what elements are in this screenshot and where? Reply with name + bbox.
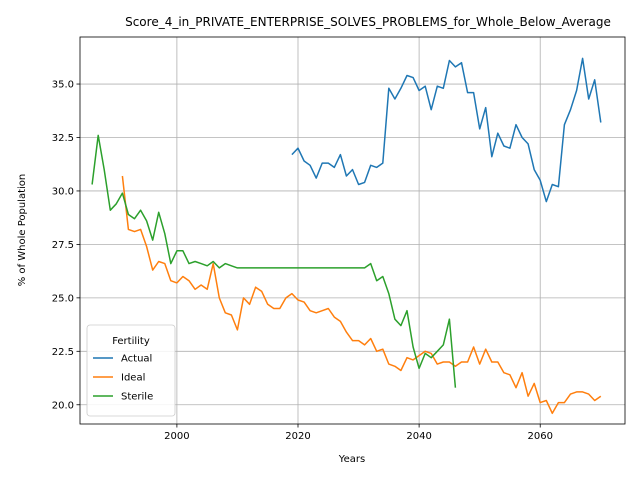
- y-tick-label: 22.5: [52, 347, 74, 358]
- y-axis-ticks: 20.0 22.5 25.0 27.5 30.0 32.5 35.0: [52, 80, 80, 412]
- legend-label-ideal: Ideal: [121, 373, 145, 384]
- series-line-actual: [292, 58, 601, 201]
- y-tick-label: 20.0: [52, 400, 74, 411]
- x-axis-label: Years: [338, 454, 365, 465]
- legend-label-actual: Actual: [121, 354, 152, 365]
- x-tick-label: 2060: [527, 431, 552, 442]
- legend-label-sterile: Sterile: [121, 392, 153, 403]
- chart-title: Score_4_in_PRIVATE_ENTERPRISE_SOLVES_PRO…: [125, 15, 611, 29]
- legend-title: Fertility: [112, 336, 150, 347]
- y-tick-label: 27.5: [52, 240, 74, 251]
- y-axis-label: % of Whole Population: [17, 174, 28, 287]
- x-tick-label: 2020: [285, 431, 310, 442]
- series-line-ideal: [122, 176, 600, 413]
- legend: Fertility Actual Ideal Sterile: [87, 325, 175, 416]
- x-axis-ticks: 2000 2020 2040 2060: [164, 424, 553, 442]
- y-tick-label: 30.0: [52, 186, 74, 197]
- y-tick-label: 32.5: [52, 133, 74, 144]
- x-tick-label: 2040: [406, 431, 431, 442]
- x-tick-label: 2000: [164, 431, 189, 442]
- y-tick-label: 25.0: [52, 293, 74, 304]
- y-tick-label: 35.0: [52, 80, 74, 91]
